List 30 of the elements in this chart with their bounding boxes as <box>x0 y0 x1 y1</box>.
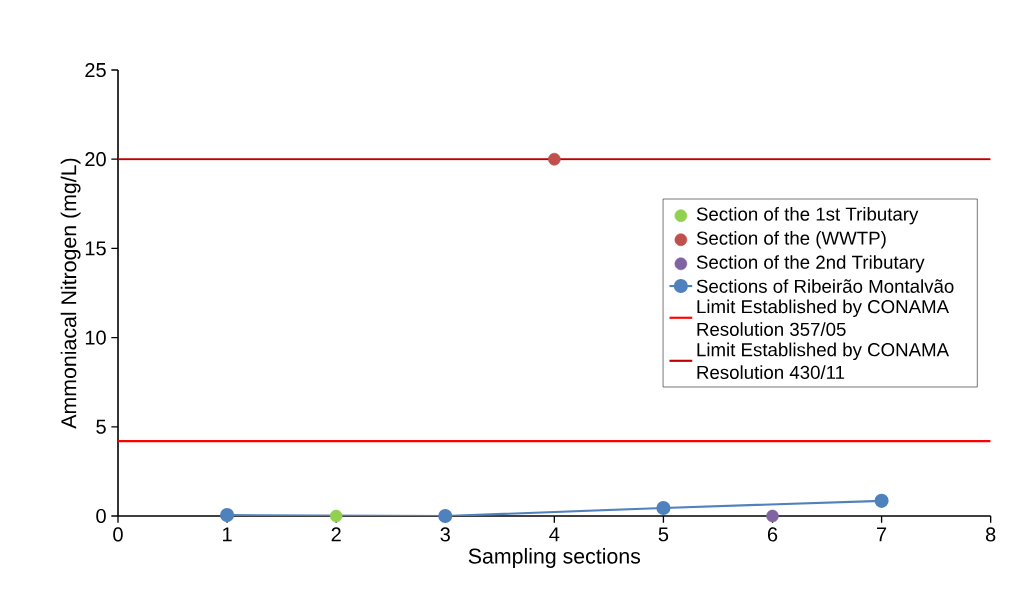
x-tick-label: 1 <box>223 527 232 542</box>
y-tick-label: 10 <box>85 330 106 345</box>
y-tick-label: 0 <box>96 508 106 524</box>
legend-label: Section of the 2nd Tributary <box>696 255 925 273</box>
x-tick-label: 2 <box>331 527 341 542</box>
point <box>438 508 453 524</box>
x-tick-label: 3 <box>440 527 450 542</box>
x-tick-label: 8 <box>985 527 996 542</box>
legend-label: Section of the 1st Tributary <box>696 207 919 225</box>
x-tick-label: 6 <box>767 527 778 542</box>
x-tick-label: 7 <box>877 527 887 542</box>
point <box>548 152 561 166</box>
y-axis-title: Ammoniacal Nitrogen (mg/L) <box>60 158 81 429</box>
legend-label: Limit Established by CONAMA Resolution 357/05 <box>697 299 950 336</box>
point <box>329 509 343 523</box>
point <box>874 493 889 508</box>
x-tick-label: 5 <box>658 527 669 542</box>
x-tick-label: 4 <box>549 527 560 542</box>
legend-label: Sections of Ribeirão Montalvão <box>696 279 954 293</box>
point <box>766 509 779 523</box>
x-tick-label: 0 <box>113 527 123 542</box>
point <box>656 500 671 516</box>
legend-label: Section of the (WWTP) <box>696 231 886 249</box>
y-tick-label: 5 <box>96 419 106 434</box>
y-tick-label: 25 <box>85 62 106 78</box>
point <box>220 508 235 523</box>
x-axis-title: Sampling sections <box>468 548 641 568</box>
y-tick-label: 20 <box>85 152 106 167</box>
legend-label: Limit Established by CONAMA Resolution 430/11 <box>697 342 950 379</box>
y-tick-label: 15 <box>85 241 106 256</box>
